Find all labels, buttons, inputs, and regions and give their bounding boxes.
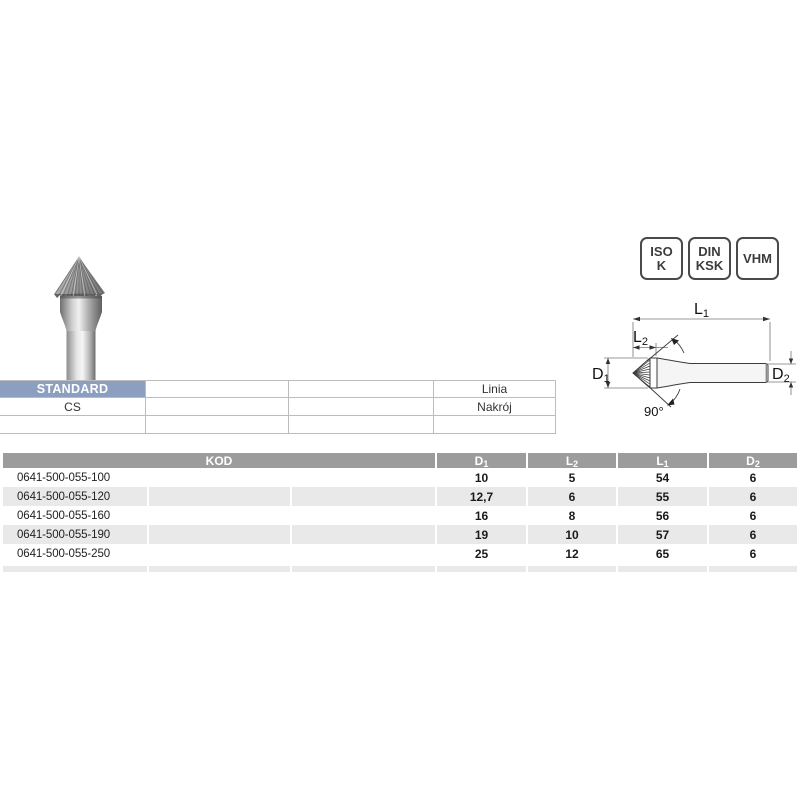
linia-cell: Linia [434,380,556,398]
dimension-diagram: L1 L2 D1 D2 90° [592,301,796,419]
label-angle: 90° [644,404,664,419]
info-table: STANDARD Linia CS Nakrój [0,380,556,434]
series-cell: CS [0,398,146,416]
info-cell-empty [289,398,434,416]
d1-value: 25 [474,546,489,561]
d2-value: 6 [709,487,797,506]
kod-value: 0641-500-055-100 [17,471,111,484]
info-cell-empty [0,416,146,434]
norm-badges: ISO K DIN KSK VHM [640,237,779,280]
kod-value: 0641-500-055-160 [17,509,111,522]
table-row: 0641-500-055-250 25 12 65 6 [3,544,797,563]
badge-line: K [656,257,667,273]
l2-value: 6 [528,487,616,506]
badge-din-ksk: DIN KSK [688,237,731,280]
info-row: STANDARD Linia [0,380,556,398]
d1-value: 16 [474,508,489,523]
info-row: CS Nakrój [0,398,556,416]
badge-line: VHM [743,250,772,266]
l2-value: 5 [568,470,576,485]
l1-value: 54 [655,470,670,485]
table-footer-strip [3,566,797,572]
info-cell-empty [146,416,289,434]
spacer-cell [149,487,290,506]
d2-value: 6 [749,546,757,561]
l2-value: 8 [568,508,576,523]
badge-iso-k: ISO K [640,237,683,280]
l1-value: 55 [618,487,707,506]
info-cell-empty [146,398,289,416]
l2-value: 10 [528,525,616,544]
spacer-cell [292,506,435,525]
d1-value: 12,7 [437,487,526,506]
info-cell-empty [146,380,289,398]
spacer-cell [528,566,616,572]
info-row [0,416,556,434]
kod-value: 0641-500-055-120 [3,487,147,506]
spacer-cell [292,525,435,544]
label-l1: L1 [694,301,709,320]
spacer-cell [437,566,526,572]
burr-head [54,256,105,300]
spacer-cell [292,544,435,563]
spacer-cell [292,487,435,506]
badge-line: KSK [695,257,724,273]
info-cell-empty [289,380,434,398]
product-photo [54,256,105,380]
l2-value: 12 [565,546,579,561]
d1-value: 10 [474,470,489,485]
spacer-cell [709,566,797,572]
table-row: 0641-500-055-100 10 5 54 6 [3,468,797,487]
info-cell-empty [289,416,434,434]
spacer-cell [149,525,290,544]
d2-value: 6 [749,508,757,523]
spacer-cell [149,566,290,572]
d2-value: 6 [749,470,757,485]
l1-value: 56 [655,508,670,523]
spacer-cell [3,566,147,572]
kod-value: 0641-500-055-250 [17,547,111,560]
badge-vhm: VHM [736,237,779,280]
spacer-cell [149,544,290,563]
spacer-cell [618,566,707,572]
burr-shank [60,296,102,380]
info-cell-empty [434,416,556,434]
kod-value: 0641-500-055-190 [3,525,147,544]
l1-value: 65 [655,546,670,561]
label-d1: D1 [592,366,610,385]
badge-line: DIN [698,243,721,259]
badge-line: ISO [650,243,673,259]
d2-value: 6 [709,525,797,544]
col-header-kod: KOD [3,453,435,468]
nakroj-cell: Nakrój [434,398,556,416]
table-row: 0641-500-055-160 16 8 56 6 [3,506,797,525]
spacer-cell [292,468,435,487]
table-row: 0641-500-055-120 12,7 6 55 6 [3,487,797,506]
d1-value: 19 [437,525,526,544]
label-l2: L2 [633,329,648,348]
spacer-cell [292,566,435,572]
spacer-cell [149,506,290,525]
standard-header: STANDARD [0,380,146,398]
label-d2: D2 [772,366,790,385]
tool-outline [632,357,769,389]
l1-value: 57 [618,525,707,544]
dimension-arrows [605,316,794,388]
table-row: 0641-500-055-190 19 10 57 6 [3,525,797,544]
angle-arrowheads [667,338,679,406]
spacer-cell [149,468,290,487]
